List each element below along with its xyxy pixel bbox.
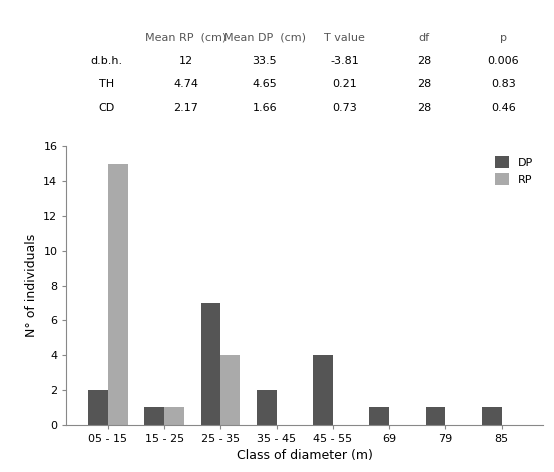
Bar [313,355,333,425]
Bar [164,407,184,425]
Bar [425,407,445,425]
Bar [145,407,164,425]
Bar [220,355,240,425]
X-axis label: Class of diameter (m): Class of diameter (m) [237,449,373,463]
Bar [370,407,389,425]
Legend: DP, RP: DP, RP [491,152,537,189]
Bar [108,164,127,425]
Y-axis label: N° of individuals: N° of individuals [25,234,38,337]
Bar [482,407,501,425]
Bar [88,390,108,425]
Bar [201,303,220,425]
Bar [257,390,276,425]
